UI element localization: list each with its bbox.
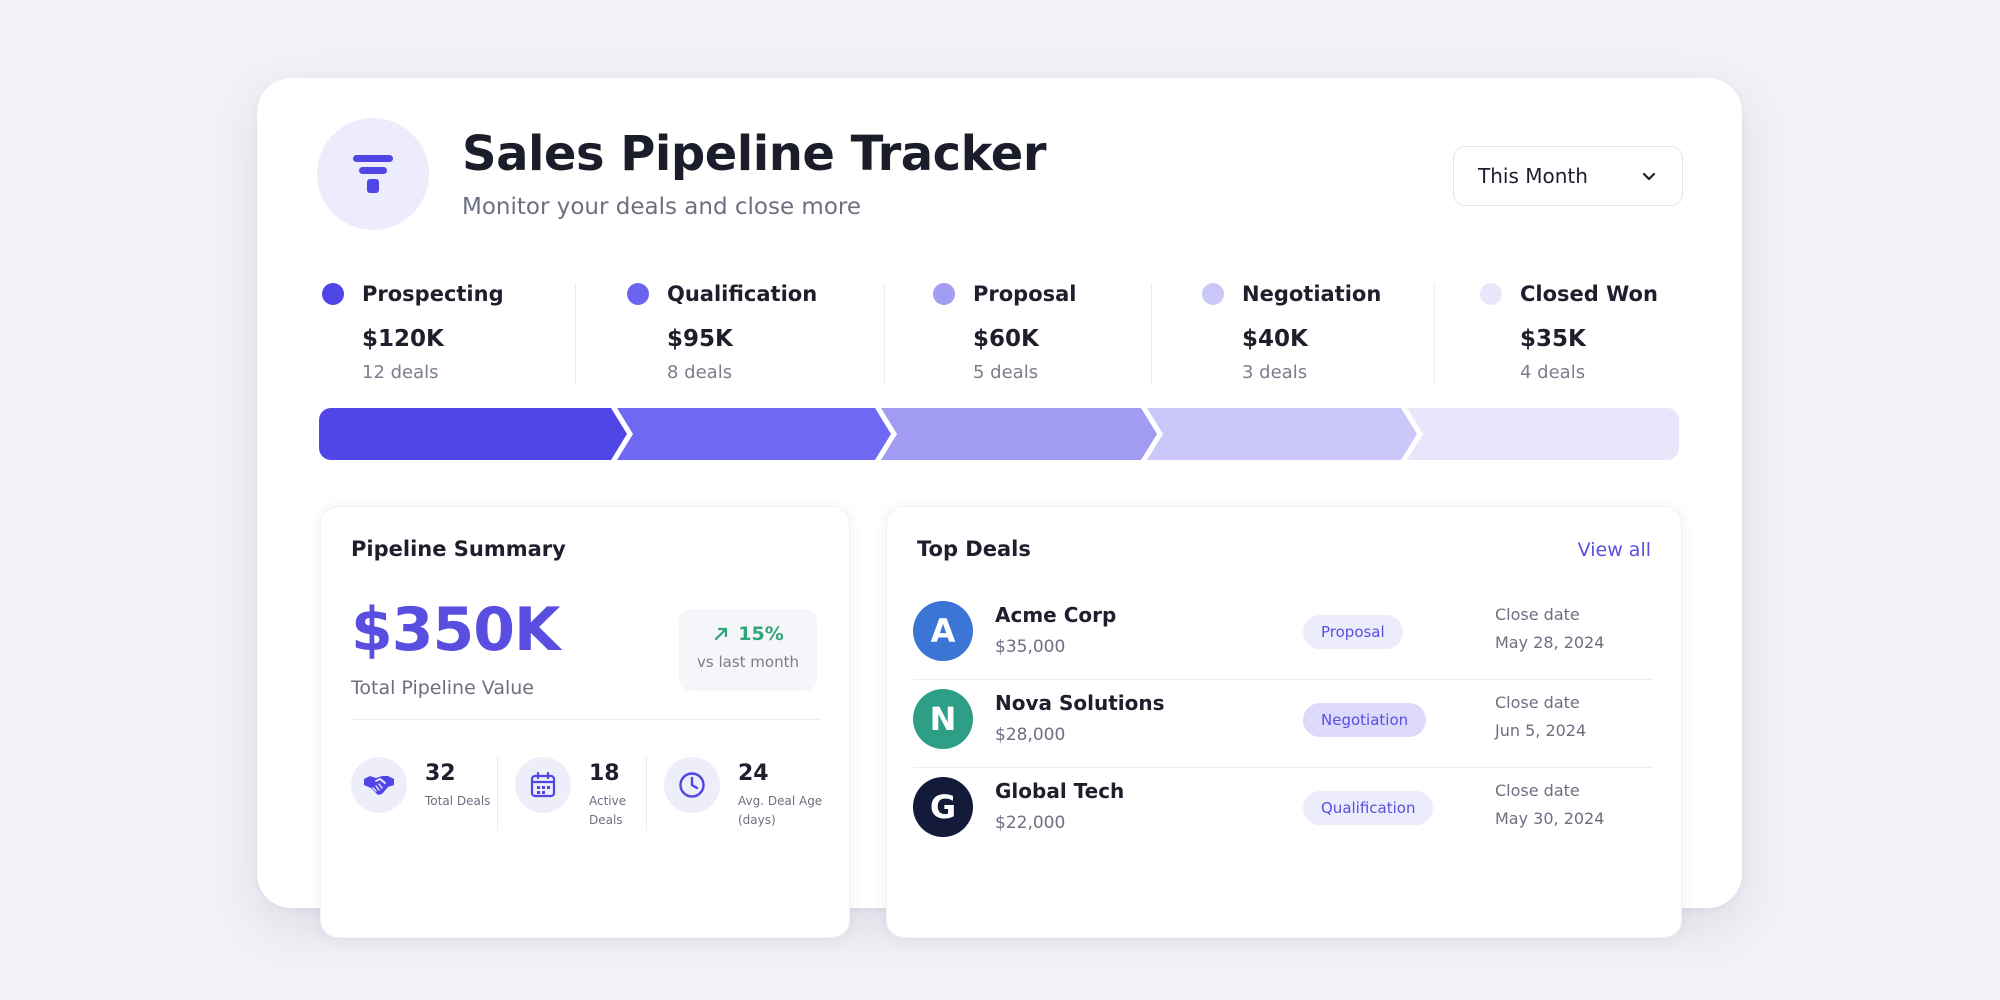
growth-label: vs last month bbox=[697, 653, 799, 671]
stage-closed-won: Closed Won $35K 4 deals bbox=[1480, 282, 1658, 383]
stage-segment-prospecting bbox=[319, 408, 627, 460]
panel-title: Pipeline Summary bbox=[351, 537, 566, 561]
stage-segment-negotiation bbox=[1147, 408, 1417, 460]
stat-label: Active bbox=[589, 794, 627, 808]
stat-active-deals: 18 Active Deals bbox=[515, 757, 626, 830]
stage-dot bbox=[933, 283, 955, 305]
stage-name: Negotiation bbox=[1242, 282, 1382, 306]
stat-value: 18 bbox=[589, 761, 620, 786]
stage-dot bbox=[627, 283, 649, 305]
pipeline-stage-bar bbox=[319, 408, 1679, 460]
stage-badge: Negotiation bbox=[1303, 703, 1427, 737]
deal-amount: $22,000 bbox=[995, 813, 1066, 833]
row-divider bbox=[913, 679, 1653, 680]
total-pipeline-value: $350K bbox=[351, 595, 560, 665]
stat-divider bbox=[646, 755, 647, 831]
stage-dot bbox=[1480, 283, 1502, 305]
stage-proposal: Proposal $60K 5 deals bbox=[933, 282, 1077, 383]
stage-name: Prospecting bbox=[362, 282, 504, 306]
clock-icon bbox=[679, 772, 705, 798]
pipeline-summary-panel: Pipeline Summary $350K Total Pipeline Va… bbox=[320, 506, 850, 938]
stage-value: $120K bbox=[362, 326, 444, 352]
growth-badge: 15% vs last month bbox=[679, 609, 817, 691]
close-date: Jun 5, 2024 bbox=[1495, 721, 1587, 740]
stage-divider bbox=[884, 284, 885, 384]
row-divider bbox=[913, 767, 1653, 768]
stage-value: $95K bbox=[667, 326, 733, 352]
stage-deal-count: 8 deals bbox=[667, 362, 733, 383]
close-date: May 30, 2024 bbox=[1495, 809, 1605, 828]
deal-row[interactable]: A Acme Corp $35,000 Proposal Close date … bbox=[913, 591, 1653, 675]
stat-value: 24 bbox=[738, 761, 769, 786]
stage-name: Proposal bbox=[973, 282, 1077, 306]
stat-divider bbox=[497, 755, 498, 831]
deal-row[interactable]: N Nova Solutions $28,000 Negotiation Clo… bbox=[913, 679, 1653, 763]
deal-company: Global Tech bbox=[995, 779, 1125, 803]
period-dropdown-value: This Month bbox=[1478, 164, 1588, 188]
stage-value: $35K bbox=[1520, 326, 1586, 352]
deal-amount: $35,000 bbox=[995, 637, 1066, 657]
stage-segment-qualification bbox=[617, 408, 891, 460]
close-date-label: Close date bbox=[1495, 781, 1580, 800]
stage-name: Closed Won bbox=[1520, 282, 1658, 306]
stage-name: Qualification bbox=[667, 282, 818, 306]
stage-dot bbox=[322, 283, 344, 305]
deal-company: Acme Corp bbox=[995, 603, 1117, 627]
divider bbox=[351, 719, 821, 720]
stat-label: Total Deals bbox=[425, 794, 491, 808]
deal-company: Nova Solutions bbox=[995, 691, 1165, 715]
stage-prospecting: Prospecting $120K 12 deals bbox=[322, 282, 504, 383]
arrow-up-right-icon bbox=[715, 627, 728, 641]
deal-amount: $28,000 bbox=[995, 725, 1066, 745]
chevron-down-icon bbox=[1642, 172, 1656, 181]
stage-value: $60K bbox=[973, 326, 1039, 352]
stage-deal-count: 3 deals bbox=[1242, 362, 1308, 383]
page-subtitle: Monitor your deals and close more bbox=[462, 194, 862, 220]
pipeline-card: Sales Pipeline Tracker Monitor your deal… bbox=[257, 78, 1742, 938]
avatar: G bbox=[913, 777, 973, 837]
stage-divider bbox=[1151, 284, 1152, 384]
stage-deal-count: 12 deals bbox=[362, 362, 439, 383]
stat-label: Avg. Deal Age bbox=[738, 794, 823, 808]
stage-negotiation: Negotiation $40K 3 deals bbox=[1202, 282, 1381, 383]
avatar: N bbox=[913, 689, 973, 749]
panel-title: Top Deals bbox=[917, 537, 1031, 561]
stat-avg-deal-age: 24 Avg. Deal Age (days) bbox=[664, 757, 822, 830]
calendar-icon bbox=[530, 771, 556, 798]
stage-divider bbox=[1434, 284, 1435, 384]
logo-badge bbox=[317, 118, 429, 230]
stat-label: (days) bbox=[738, 813, 776, 827]
stat-value: 32 bbox=[425, 761, 456, 786]
stage-dot bbox=[1202, 283, 1224, 305]
stage-deal-count: 4 deals bbox=[1520, 362, 1586, 383]
avatar: A bbox=[913, 601, 973, 661]
stat-total-deals: 32 Total Deals bbox=[351, 757, 490, 813]
total-pipeline-label: Total Pipeline Value bbox=[351, 677, 534, 699]
handshake-icon bbox=[364, 776, 394, 795]
close-date-label: Close date bbox=[1495, 693, 1580, 712]
close-date: May 28, 2024 bbox=[1495, 633, 1605, 652]
stage-value: $40K bbox=[1242, 326, 1308, 352]
funnel-icon bbox=[353, 155, 393, 193]
top-deals-panel: Top Deals View all A Acme Corp $35,000 P… bbox=[886, 506, 1682, 938]
stage-deal-count: 5 deals bbox=[973, 362, 1039, 383]
page-title: Sales Pipeline Tracker bbox=[462, 126, 1046, 182]
stage-qualification: Qualification $95K 8 deals bbox=[627, 282, 817, 383]
growth-value: 15% bbox=[738, 623, 784, 645]
stage-badge: Proposal bbox=[1303, 615, 1403, 649]
stage-segment-proposal bbox=[881, 408, 1157, 460]
period-dropdown[interactable]: This Month bbox=[1453, 146, 1683, 206]
close-date-label: Close date bbox=[1495, 605, 1580, 624]
stat-label: Deals bbox=[589, 813, 623, 827]
deal-row[interactable]: G Global Tech $22,000 Qualification Clos… bbox=[913, 767, 1653, 851]
view-all-link[interactable]: View all bbox=[1577, 539, 1651, 561]
stage-badge: Qualification bbox=[1303, 791, 1434, 825]
stage-segment-closed-won bbox=[1407, 408, 1679, 460]
stage-divider bbox=[575, 284, 576, 384]
